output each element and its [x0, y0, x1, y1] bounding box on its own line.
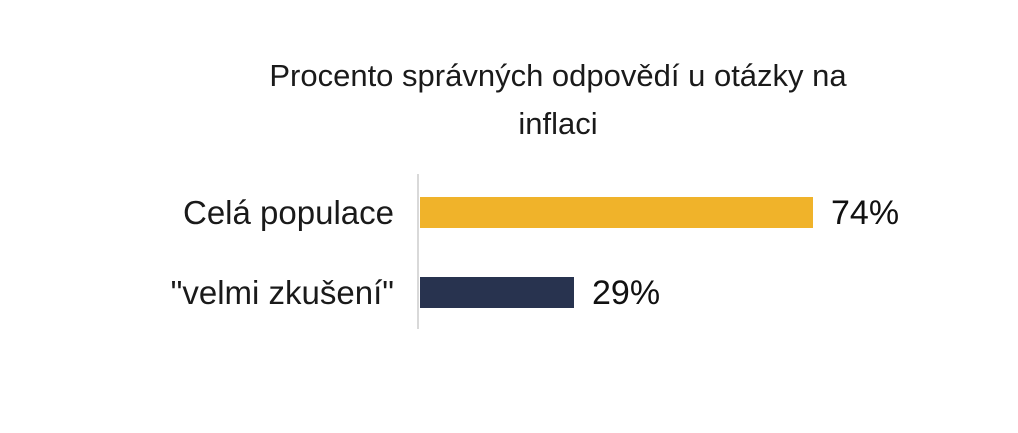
bar-row: Celá populace 74%: [0, 193, 900, 232]
value-label: 29%: [592, 273, 661, 312]
chart-title-line2: inflaci: [518, 106, 598, 141]
category-label: Celá populace: [183, 194, 394, 231]
chart-title: Procento správných odpovědí u otázky na …: [208, 52, 908, 148]
bar: [420, 277, 574, 308]
bar: [420, 197, 813, 228]
category-label: "velmi zkušení": [170, 274, 394, 311]
bar-row: "velmi zkušení" 29%: [0, 273, 661, 312]
chart-title-line1: Procento správných odpovědí u otázky na: [269, 58, 847, 93]
y-axis-line: [417, 174, 419, 329]
value-label: 74%: [831, 193, 900, 232]
